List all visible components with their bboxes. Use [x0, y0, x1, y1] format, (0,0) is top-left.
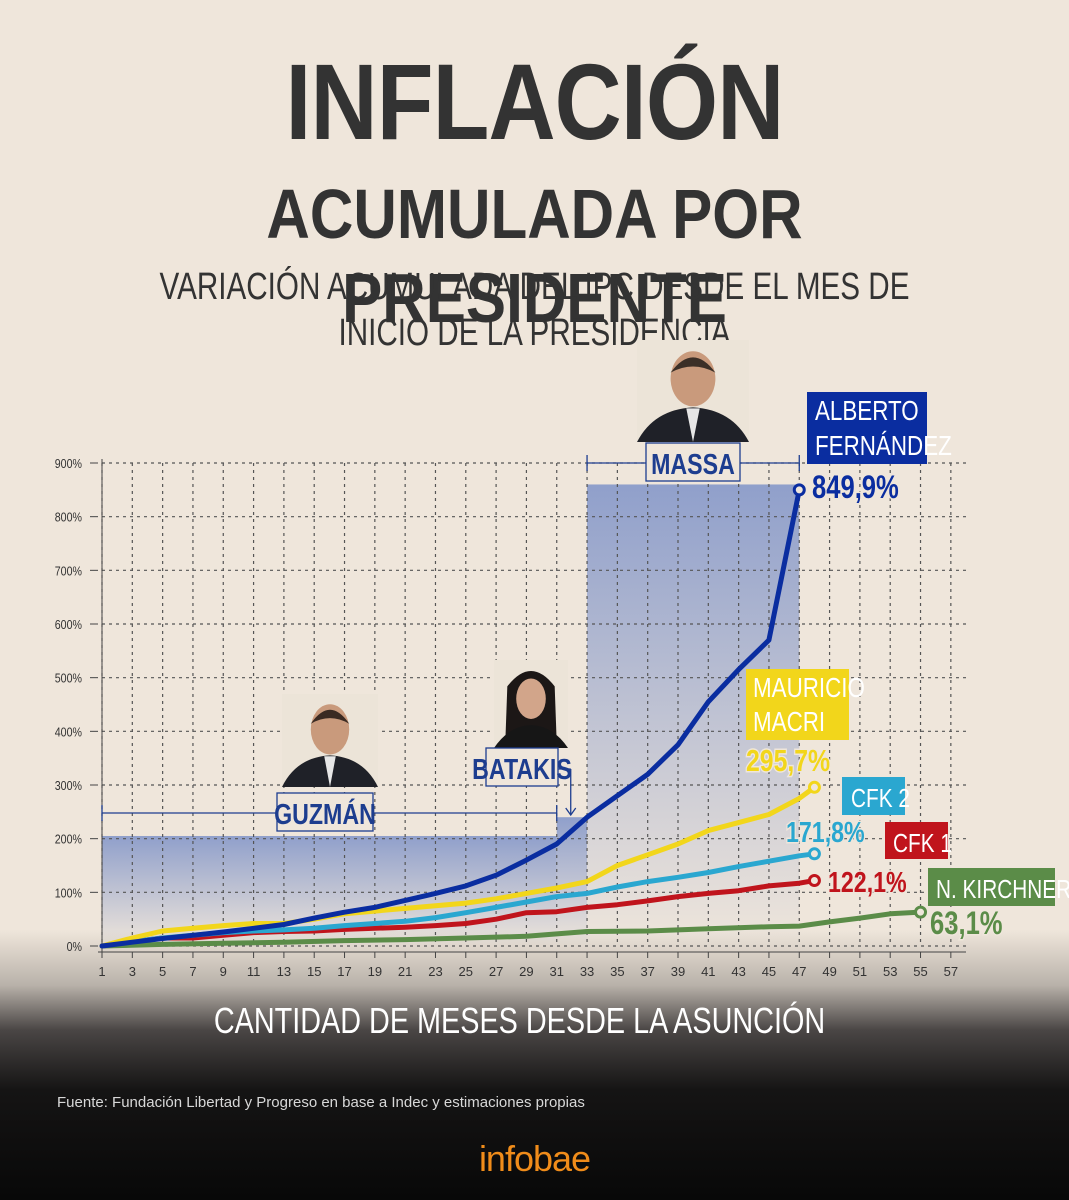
portrait-collar: [324, 756, 336, 787]
portrait-face: [516, 678, 546, 719]
chart-title: INFLACIÓN: [285, 41, 785, 162]
y-tick-label: 300%: [55, 778, 83, 793]
series-label-cfk-1: CFK 1 122,1%: [827, 822, 952, 900]
minister-label-box: [485, 747, 559, 787]
end-point-n-kirchner: [914, 905, 928, 919]
series-final-value: 171,8%: [786, 815, 865, 848]
series-name-text: FERNÁNDEZ: [815, 430, 952, 462]
portrait-clothes: [494, 725, 568, 748]
x-tick-label: 23: [428, 964, 442, 979]
y-tick-label: 200%: [55, 832, 83, 847]
massa-portrait: [637, 340, 749, 442]
minister-label: BATAKIS: [472, 747, 572, 787]
end-point-cfk-1: [807, 873, 821, 887]
series-name-text: N. KIRCHNER: [936, 875, 1069, 904]
x-tick-label: 45: [762, 964, 776, 979]
x-tick-label: 1: [98, 964, 105, 979]
x-tick-label: 3: [129, 964, 136, 979]
y-tick-label: 100%: [55, 885, 83, 900]
series-line-n-kirchner: [99, 909, 923, 949]
x-tick-label: 11: [247, 964, 261, 979]
series-final-value: 295,7%: [746, 743, 830, 777]
series-name-text: MACRI: [753, 707, 825, 738]
x-tick-label: 43: [731, 964, 745, 979]
x-tick-label: 13: [277, 964, 291, 979]
end-point-mauricio-macri: [807, 780, 821, 794]
y-tick-label: 700%: [55, 563, 83, 578]
x-tick-label: 51: [853, 964, 867, 979]
x-tick-label: 5: [159, 964, 166, 979]
minister-label-text: MASSA: [651, 447, 735, 480]
x-tick-label: 35: [610, 964, 624, 979]
guzman-portrait: [282, 694, 378, 787]
series-label-box: [842, 777, 905, 815]
portrait-collar: [686, 408, 700, 442]
minister-label-box: [645, 442, 741, 482]
y-tick-label: 900%: [55, 456, 83, 471]
x-tick-label: 29: [519, 964, 533, 979]
y-tick-label: 800%: [55, 510, 83, 525]
chart-subtitle: ACUMULADA POR PRESIDENTE: [266, 175, 803, 337]
x-tick-label: 33: [580, 964, 594, 979]
series-label-box: [807, 392, 927, 464]
series-name-text: ALBERTO: [815, 396, 919, 427]
series-final-value: 63,1%: [930, 906, 1003, 941]
x-tick-label: 39: [671, 964, 685, 979]
x-tick-label: 27: [489, 964, 503, 979]
series-name-text: MAURICIO: [753, 673, 865, 704]
series-line-alberto-fern-ndez: [99, 487, 802, 949]
x-tick-label: 41: [701, 964, 715, 979]
series-label-box: [885, 822, 948, 859]
batakis-arrow: [565, 807, 577, 817]
end-point-alberto-fern-ndez: [792, 483, 806, 497]
batakis-portrait: [494, 660, 568, 748]
y-tick-label: 500%: [55, 671, 83, 686]
minister-label-text: BATAKIS: [472, 752, 572, 785]
series-label-box: [746, 669, 849, 740]
series-line-mauricio-macri: [99, 784, 817, 949]
x-tick-label: 31: [550, 964, 564, 979]
x-tick-label: 19: [368, 964, 382, 979]
x-tick-label: 9: [220, 964, 227, 979]
x-tick-label: 7: [189, 964, 196, 979]
series-final-value: 849,9%: [812, 470, 899, 505]
x-tick-label: 55: [913, 964, 927, 979]
minister-label: GUZMÁN: [274, 792, 376, 832]
chart-description: VARIACIÓN ACUMULADA DEL IPC DESDE EL MES…: [159, 266, 910, 354]
y-tick-label: 600%: [55, 617, 83, 632]
minister-label-box: [276, 792, 374, 832]
minister-label-text: GUZMÁN: [274, 797, 376, 830]
x-axis-label: CANTIDAD DE MESES DESDE LA ASUNCIÓN: [213, 1000, 826, 1041]
series-line-cfk-1: [99, 878, 817, 949]
x-tick-label: 25: [459, 964, 473, 979]
portrait-hair: [670, 357, 716, 373]
x-tick-label: 15: [307, 964, 321, 979]
y-tick-label: 400%: [55, 724, 83, 739]
x-tick-label: 17: [337, 964, 351, 979]
end-point-cfk-2: [807, 847, 821, 861]
x-tick-label: 47: [792, 964, 806, 979]
series-final-value: 122,1%: [828, 865, 907, 898]
brand-logo: infobae: [478, 1138, 591, 1179]
series-name-text: CFK 1: [893, 829, 952, 858]
series-name-text: CFK 2: [851, 784, 910, 813]
source-note: Fuente: Fundación Libertad y Progreso en…: [57, 1094, 585, 1111]
x-tick-label: 21: [398, 964, 412, 979]
portrait-hair: [310, 709, 350, 724]
minister-label: MASSA: [645, 442, 741, 482]
x-tick-label: 53: [883, 964, 897, 979]
x-tick-label: 57: [944, 964, 958, 979]
series-label-box: [928, 868, 1055, 906]
y-tick-label: 0%: [67, 939, 83, 954]
x-tick-label: 49: [822, 964, 836, 979]
x-tick-label: 37: [640, 964, 654, 979]
